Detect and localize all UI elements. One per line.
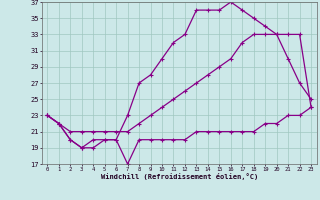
X-axis label: Windchill (Refroidissement éolien,°C): Windchill (Refroidissement éolien,°C) <box>100 173 258 180</box>
